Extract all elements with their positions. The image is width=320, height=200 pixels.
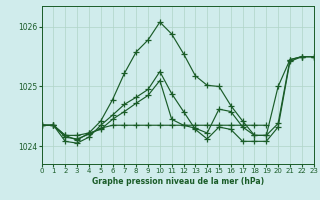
X-axis label: Graphe pression niveau de la mer (hPa): Graphe pression niveau de la mer (hPa)	[92, 177, 264, 186]
